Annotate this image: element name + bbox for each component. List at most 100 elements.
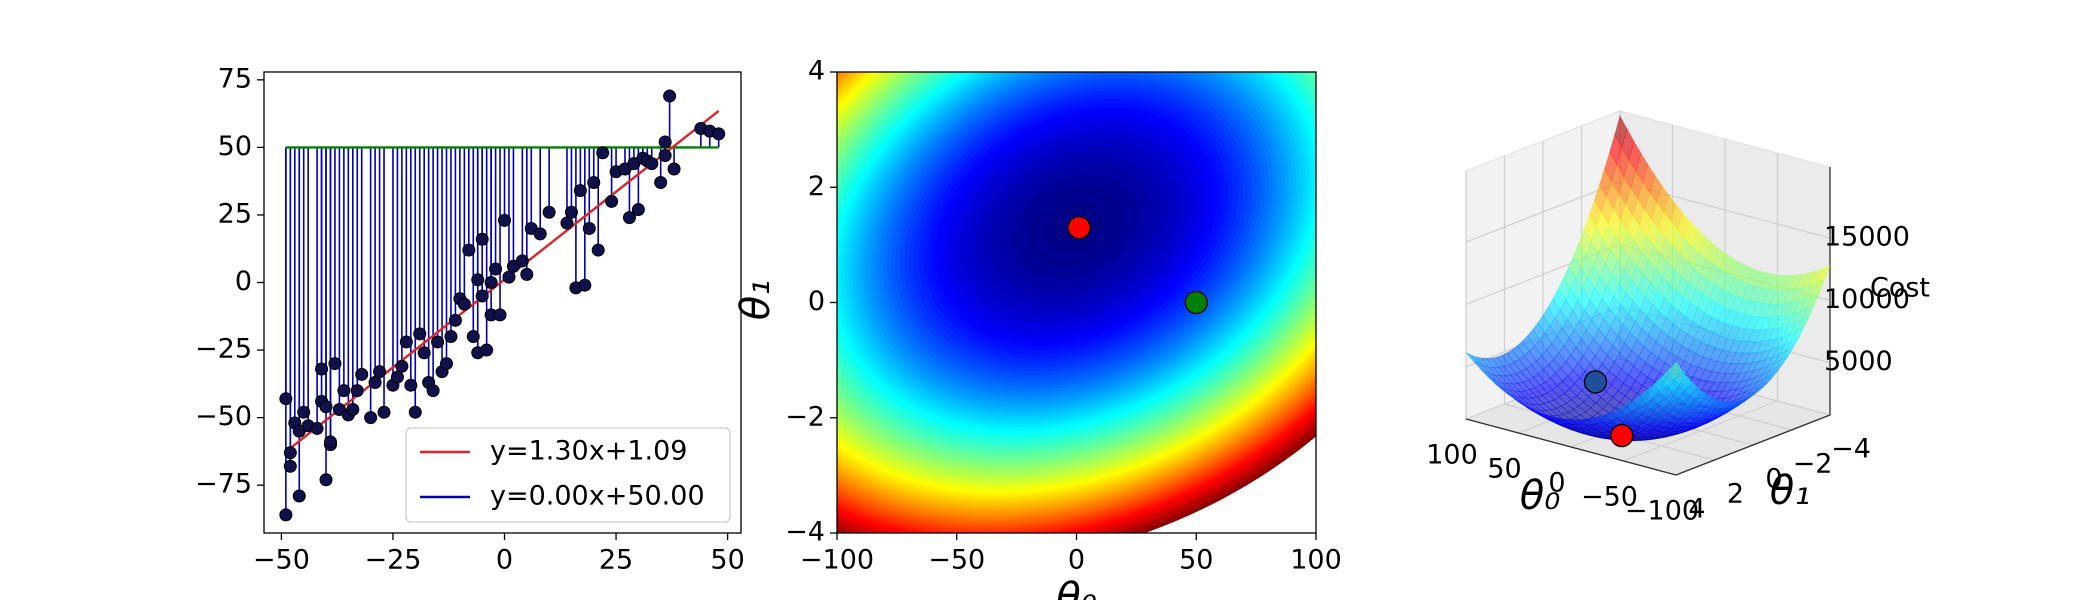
x-tick-label: 100 — [1290, 545, 1342, 576]
data-point — [279, 508, 293, 522]
data-point — [364, 411, 378, 425]
surface-cell — [1612, 407, 1626, 418]
y-tick-label: 25 — [218, 198, 252, 229]
surface-cell — [1542, 413, 1556, 421]
data-point — [319, 400, 333, 414]
data-point — [350, 384, 364, 398]
data-point — [591, 243, 605, 257]
data-point — [578, 278, 592, 292]
data-point — [390, 370, 404, 384]
surface-cell — [1654, 376, 1668, 391]
data-point — [475, 289, 489, 303]
x-tick-label: 25 — [599, 545, 633, 576]
x-tick-label: −50 — [928, 545, 985, 576]
y-tick-label: −2 — [1793, 449, 1833, 480]
y-tick-label: −75 — [195, 469, 252, 500]
panel-contour: −4 −2 0 2 4 −100 −50 0 50 100 θ₁ θ₀ — [733, 56, 1342, 600]
x-axis-label: θ₀ — [1520, 473, 1561, 519]
surface-cell — [1549, 415, 1563, 423]
surface-cell — [1626, 399, 1640, 411]
data-point — [658, 135, 672, 149]
data-point — [368, 375, 382, 389]
data-point — [297, 405, 311, 419]
y-tick-label: −2 — [785, 401, 825, 432]
data-point — [573, 184, 587, 198]
z-tick-label: 5000 — [1824, 346, 1893, 377]
data-point — [283, 446, 297, 460]
data-point — [587, 176, 601, 190]
data-point — [283, 459, 297, 473]
surface-cell — [1633, 394, 1647, 407]
y-axis-label: θ₁ — [1770, 468, 1811, 514]
surface-cell — [1584, 417, 1598, 425]
legend-label: y=1.30x+1.09 — [490, 436, 687, 467]
surface-cell — [1521, 403, 1535, 412]
surface-cell — [1514, 399, 1528, 408]
data-point — [663, 89, 677, 103]
y-tick-label: −4 — [785, 517, 825, 548]
y-tick-label: −4 — [1831, 434, 1871, 465]
theta-point-3d — [1610, 423, 1634, 448]
data-point — [462, 243, 476, 257]
y-tick-label: −50 — [195, 401, 252, 432]
data-point — [480, 343, 494, 357]
data-point — [471, 273, 485, 287]
z-tick-label: 15000 — [1824, 222, 1910, 253]
data-point — [582, 221, 596, 235]
z-tick-label: 10000 — [1824, 284, 1910, 315]
x-tick-label: 50 — [1179, 545, 1213, 576]
surface-cell — [1640, 389, 1654, 402]
data-point — [533, 227, 547, 241]
grid-line — [1465, 181, 1621, 243]
data-point — [395, 359, 409, 373]
axis-line — [1675, 414, 1831, 476]
data-point — [328, 357, 342, 371]
legend-label: y=0.00x+50.00 — [490, 481, 705, 512]
data-point — [315, 362, 329, 376]
data-point — [346, 403, 360, 417]
y-tick-label: 0 — [235, 266, 252, 297]
data-point — [417, 346, 431, 360]
y-tick-label: 2 — [1727, 479, 1744, 510]
data-point — [408, 405, 422, 419]
surface-cell — [1556, 417, 1571, 425]
data-point — [564, 205, 578, 219]
surface-cell — [1647, 383, 1661, 397]
data-point — [337, 384, 351, 398]
data-point — [431, 335, 445, 349]
x-tick-label: −100 — [800, 545, 874, 576]
x-tick-label: −50 — [1581, 482, 1638, 513]
surface-cell — [1619, 404, 1633, 415]
data-point — [404, 378, 418, 392]
legend-box — [405, 427, 731, 523]
data-point — [440, 357, 454, 371]
x-tick-label: 100 — [1426, 440, 1478, 471]
y-axis-label: θ₁ — [733, 280, 779, 321]
data-point — [645, 157, 659, 171]
surface-cell — [1577, 418, 1591, 425]
x-tick-label: −100 — [1625, 496, 1699, 527]
x-tick-label: 50 — [1487, 454, 1521, 485]
x-tick-label: 0 — [496, 545, 513, 576]
axis-line — [1465, 418, 1677, 476]
surface-cell — [1528, 407, 1542, 416]
data-point — [457, 297, 471, 311]
surface-cell — [1668, 361, 1682, 378]
data-point — [475, 232, 489, 246]
data-point — [413, 327, 427, 341]
y-tick-label: 0 — [1765, 464, 1782, 495]
surface-cell — [1570, 419, 1584, 426]
data-point — [502, 270, 516, 284]
data-point — [622, 211, 636, 225]
x-tick-label: 0 — [1548, 468, 1565, 499]
data-point — [319, 473, 333, 487]
panel-residuals: −75 −50 −25 0 25 50 75 −50 −25 0 25 50 y=1.30x+1.09 y… — [195, 63, 745, 575]
y-tick-label: 50 — [218, 131, 252, 162]
y-tick-label: 2 — [808, 171, 825, 202]
data-point — [399, 335, 413, 349]
surface-cell — [1563, 418, 1577, 425]
data-point — [373, 365, 387, 379]
axes-frame — [263, 71, 742, 534]
